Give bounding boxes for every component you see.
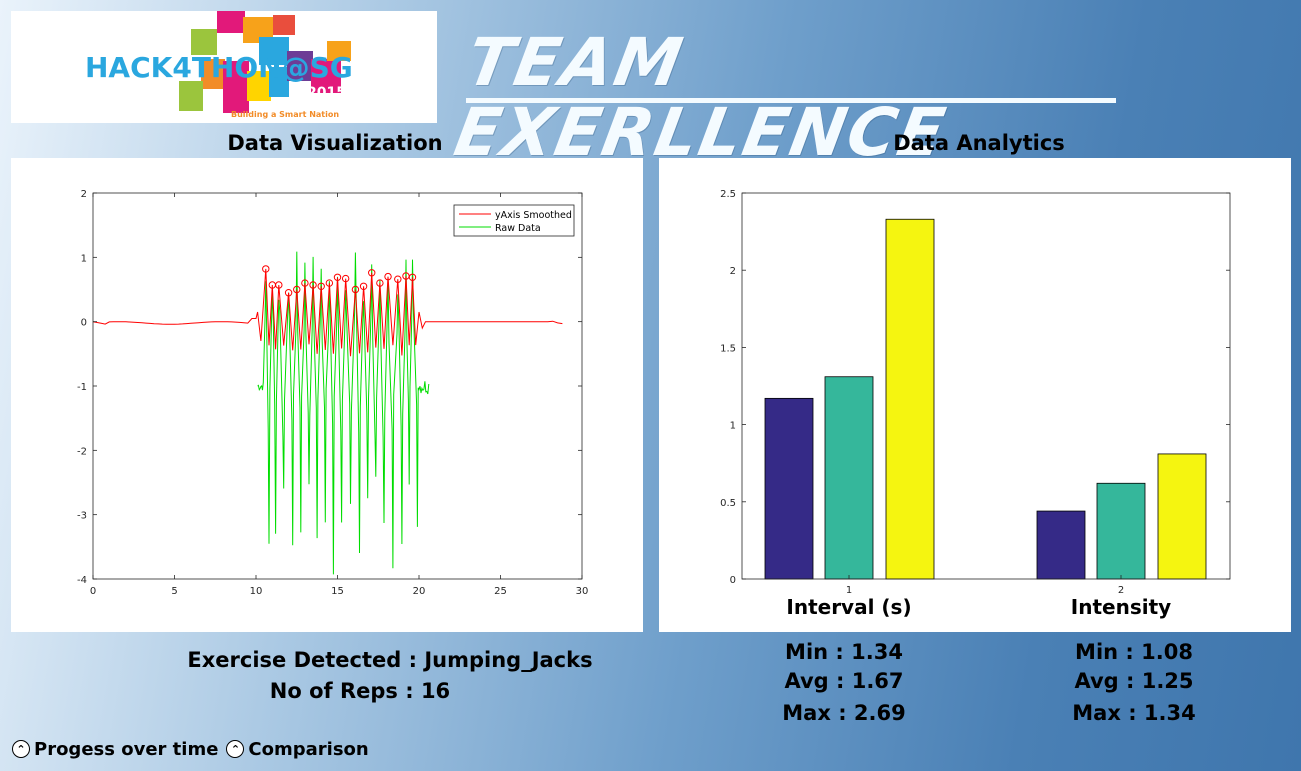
visualization-panel: 0 5 10 15 20 25 30 -4 -3 -2 -1 0 1 2 yAxis Smoothed Raw… [11, 158, 643, 632]
y-tick-label: 0.5 [720, 498, 736, 509]
logo-graphic: HACK4THON@SG 2015 Building a Smart Natio… [85, 11, 353, 119]
y-tick-label: 2.5 [720, 189, 736, 200]
title-underline [466, 98, 1116, 103]
line-chart: 0 5 10 15 20 25 30 -4 -3 -2 -1 0 1 2 yAxis Smoothed Raw… [77, 189, 589, 597]
bar [764, 397, 814, 580]
peak-marker [394, 275, 402, 283]
peak-marker [359, 282, 368, 290]
x-tick-label: 25 [494, 586, 507, 597]
x-tick-label: 2 [1118, 585, 1124, 596]
interval-avg: Avg : 1.67 [784, 669, 904, 693]
y-tick-label: 2 [81, 189, 87, 200]
y-tick-label: 0 [81, 318, 87, 329]
bar [1036, 510, 1086, 580]
smoothed-line [92, 268, 563, 357]
comparison-option[interactable]: ⌃ Comparison [226, 738, 369, 760]
bar [824, 376, 874, 580]
intensity-max: Max : 1.34 [1072, 701, 1196, 725]
intensity-avg: Avg : 1.25 [1074, 669, 1194, 693]
line-chart-legend: yAxis Smoothed Raw Data [453, 204, 575, 237]
y-tick-label: -2 [77, 446, 87, 457]
data-analytics-title: Data Analytics [893, 131, 1065, 155]
y-tick-label: -4 [77, 575, 87, 586]
legend-label: Raw Data [495, 223, 541, 234]
hackathon-logo: HACK4THON@SG 2015 Building a Smart Natio… [11, 11, 437, 123]
comparison-label: Comparison [248, 738, 369, 760]
category-label: Intensity [1071, 595, 1171, 619]
y-tick-label: 1 [730, 421, 736, 432]
logo-tagline: Building a Smart Nation [231, 110, 339, 119]
view-options: ⌃ Progess over time ⌃ Comparison [12, 737, 377, 761]
peak-marker [351, 285, 360, 294]
team-title: TEAM EXERLLENCE [448, 24, 953, 171]
peak-marker [309, 281, 317, 289]
peak-marker [325, 279, 334, 287]
bar [1096, 482, 1146, 580]
bar-chart-axes [741, 192, 1231, 580]
progress-over-time-label: Progess over time [34, 738, 219, 760]
x-tick-label: 1 [846, 585, 852, 596]
y-tick-label: 1 [81, 253, 87, 264]
peak-marker [333, 273, 342, 281]
intensity-min: Min : 1.08 [1075, 640, 1193, 664]
peak-marker [384, 272, 392, 281]
category-label: Interval (s) [786, 595, 911, 619]
y-tick-label: 0 [730, 575, 736, 586]
peak-marker [368, 269, 376, 277]
legend-label: yAxis Smoothed [495, 210, 572, 221]
peak-marker [317, 282, 325, 290]
progress-over-time-option[interactable]: ⌃ Progess over time [12, 739, 218, 760]
x-tick-label: 0 [90, 586, 96, 597]
logo-year: 2015 [307, 85, 346, 101]
peak-marker [408, 273, 417, 281]
rep-count: No of Reps : 16 [269, 679, 451, 703]
y-tick-label: 1.5 [720, 343, 736, 354]
data-visualization-title: Data Visualization [227, 131, 443, 155]
legend-box [453, 204, 575, 237]
interval-min: Min : 1.34 [785, 640, 903, 664]
y-tick-label: 2 [730, 266, 736, 277]
logo-text: HACK4THON@SG [85, 51, 353, 84]
bar [1157, 453, 1207, 580]
x-tick-label: 10 [250, 586, 263, 597]
x-tick-label: 5 [171, 586, 177, 597]
peak-marker [284, 289, 293, 297]
y-tick-label: -1 [77, 382, 87, 393]
bar [885, 218, 935, 580]
x-tick-label: 15 [331, 586, 344, 597]
peak-marker [275, 281, 283, 289]
peak-marker [301, 279, 309, 287]
line-chart-axes [92, 192, 583, 580]
raw-data-line [257, 251, 430, 575]
x-tick-label: 30 [576, 586, 589, 597]
exercise-detected: Exercise Detected : Jumping_Jacks [187, 648, 593, 672]
x-tick-label: 20 [413, 586, 426, 597]
chevron-up-icon: ⌃ [12, 740, 30, 758]
chevron-up-icon: ⌃ [226, 740, 245, 758]
interval-max: Max : 2.69 [782, 701, 906, 725]
analytics-panel: 0 0.5 1 1.5 2 2.5 1 Interval (s) 2 Intensity [659, 158, 1291, 632]
peak-marker [341, 274, 350, 283]
peak-marker [262, 265, 270, 273]
y-tick-label: -3 [77, 511, 87, 522]
peak-marker [293, 285, 301, 294]
peak-marker [376, 279, 384, 287]
